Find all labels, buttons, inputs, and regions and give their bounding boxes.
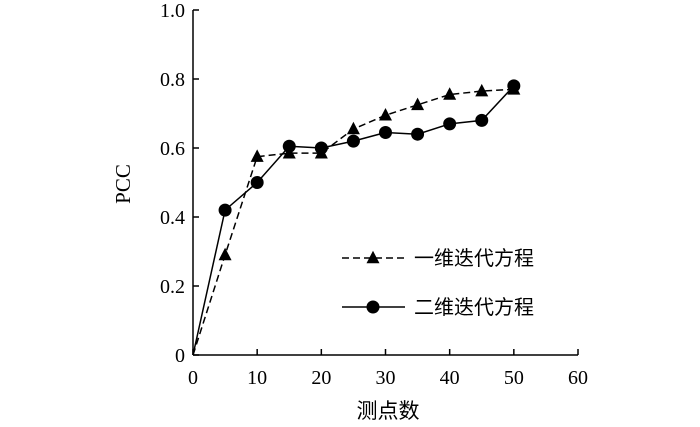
- series-1-point: [379, 107, 392, 121]
- series-1-point: [250, 149, 264, 162]
- series: [192, 79, 521, 356]
- series-2-point: [475, 113, 489, 127]
- y-tick-label: 0.2: [160, 276, 185, 298]
- series-2-point: [346, 134, 360, 148]
- legend-entry-2: 二维迭代方程: [342, 295, 534, 319]
- legend-label-2: 二维迭代方程: [414, 295, 534, 319]
- series-2-point: [218, 203, 232, 217]
- ticks: 0 10 20 30 40 50 60 0 0.2 0.4 0.6 0.8 1.0: [160, 0, 588, 389]
- legend-marker-2: [366, 300, 380, 314]
- series-1-point: [443, 87, 457, 100]
- series-2-point: [314, 141, 328, 155]
- series-2-point: [443, 117, 457, 131]
- series-1-point: [218, 247, 232, 261]
- series-2-point: [250, 176, 264, 189]
- series-1-point: [346, 121, 360, 135]
- series-1-point: [475, 83, 489, 97]
- series-2: [192, 79, 521, 356]
- series-2-point: [507, 79, 521, 93]
- series-2-point: [411, 127, 425, 141]
- y-tick-label: 1.0: [160, 0, 185, 22]
- series-2-point: [282, 139, 296, 153]
- y-tick-label: 0.6: [160, 138, 185, 160]
- y-tick-label: 0.4: [160, 207, 185, 229]
- legend-entry-1: 一维迭代方程: [342, 246, 534, 270]
- y-tick-label: 0.8: [160, 69, 185, 91]
- x-tick-label: 40: [440, 367, 460, 389]
- y-axis-title: PCC: [111, 164, 135, 204]
- series-2-point: [379, 125, 392, 139]
- x-tick-label: 0: [188, 367, 198, 389]
- x-tick-label: 30: [376, 367, 396, 389]
- x-tick-label: 10: [247, 367, 267, 389]
- x-tick-label: 60: [568, 367, 588, 389]
- series-1-point: [411, 97, 425, 111]
- y-tick-label: 0: [175, 345, 185, 367]
- legend-label-1: 一维迭代方程: [414, 246, 534, 270]
- x-tick-label: 20: [311, 367, 331, 389]
- x-tick-label: 50: [504, 367, 524, 389]
- x-axis-title: 测点数: [357, 399, 420, 423]
- legend-marker-1: [366, 250, 380, 264]
